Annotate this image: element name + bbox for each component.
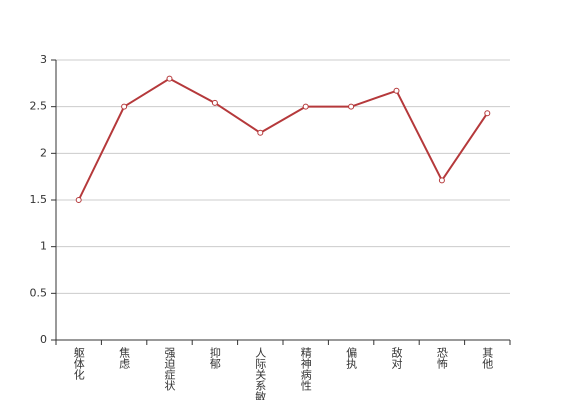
x-tick-label: 焦虑 (118, 347, 131, 369)
x-tick-label: 精神病性 (299, 347, 312, 392)
line (77, 77, 489, 201)
point (302, 103, 309, 110)
point (348, 103, 355, 110)
point (393, 87, 400, 94)
y-tick-label: 3 (40, 53, 47, 66)
y-tick-label: 1.5 (30, 193, 48, 206)
y-tick-label: 1 (40, 240, 47, 253)
y-tick-label: 2 (40, 146, 47, 159)
y-tick-label: 2.5 (30, 100, 48, 113)
point (257, 129, 264, 136)
x-tick-label: 强迫症状 (163, 347, 176, 391)
point (484, 110, 491, 117)
point (211, 99, 218, 106)
point (75, 197, 82, 203)
x-tick-label: 躯体化 (72, 347, 85, 381)
x-tick-label: 人际关系敏感 (254, 347, 267, 400)
x-tick-label: 恐怖 (435, 347, 448, 369)
point (438, 177, 445, 184)
x-tick-label: 抑郁 (208, 346, 221, 369)
point (121, 103, 128, 110)
y-tick-label: 0.5 (30, 286, 48, 299)
y-tick-label: 0 (40, 333, 47, 346)
point (166, 75, 173, 82)
x-tick-label: 偏执 (345, 346, 358, 370)
x-tick-label: 其他 (481, 347, 494, 369)
x-tick-label: 敌对 (390, 346, 403, 369)
